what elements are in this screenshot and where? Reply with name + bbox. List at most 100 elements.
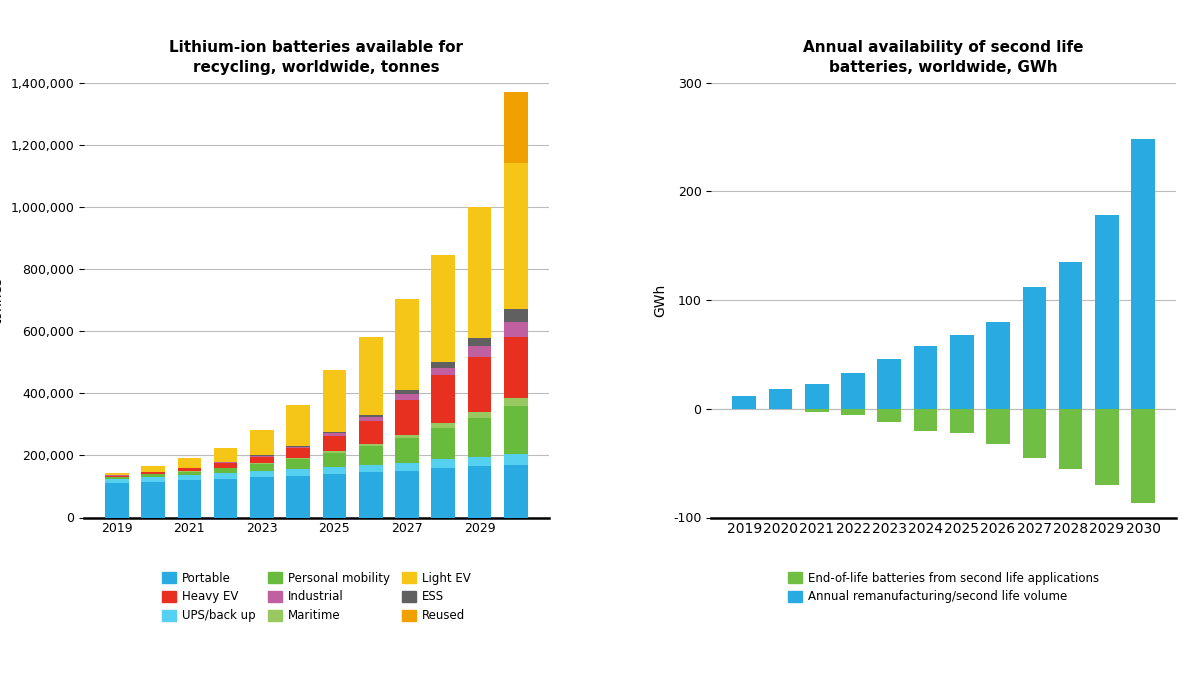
Bar — [1096, 408, 1118, 485]
Bar — [504, 455, 528, 465]
Bar — [769, 389, 792, 408]
Bar — [142, 474, 164, 477]
Y-axis label: tonnes: tonnes — [0, 277, 5, 324]
Bar — [468, 418, 491, 457]
Bar — [323, 451, 347, 453]
Bar — [841, 408, 865, 415]
Bar — [106, 473, 128, 475]
Bar — [432, 368, 455, 375]
Bar — [841, 373, 865, 408]
Bar — [359, 415, 383, 417]
Bar — [250, 430, 274, 455]
Bar — [323, 370, 347, 432]
Bar — [468, 466, 491, 518]
Bar — [504, 337, 528, 397]
Bar — [432, 468, 455, 518]
Bar — [468, 346, 491, 357]
Bar — [395, 400, 419, 435]
Bar — [142, 466, 164, 472]
Bar — [395, 462, 419, 471]
Bar — [214, 463, 238, 468]
Bar — [323, 474, 347, 518]
Bar — [142, 472, 164, 474]
Bar — [359, 465, 383, 473]
Bar — [432, 424, 455, 428]
Bar — [468, 457, 491, 466]
Bar — [986, 408, 1010, 444]
Bar — [1022, 408, 1046, 457]
Bar — [250, 471, 274, 477]
Bar — [950, 408, 973, 433]
Bar — [250, 477, 274, 518]
Bar — [287, 459, 310, 469]
Bar — [106, 475, 128, 477]
Bar — [359, 473, 383, 518]
Bar — [432, 459, 455, 468]
Bar — [178, 469, 202, 471]
Bar — [395, 391, 419, 394]
Bar — [323, 432, 347, 433]
Bar — [432, 375, 455, 424]
Bar — [1022, 287, 1046, 408]
Bar — [395, 438, 419, 462]
Bar — [178, 480, 202, 518]
Bar — [805, 384, 828, 408]
Bar — [913, 346, 937, 408]
Bar — [504, 465, 528, 518]
Bar — [1096, 215, 1118, 408]
Legend: End-of-life batteries from second life applications, Annual remanufacturing/seco: End-of-life batteries from second life a… — [784, 567, 1104, 608]
Bar — [178, 475, 202, 480]
Bar — [106, 483, 128, 518]
Bar — [323, 467, 347, 474]
Bar — [468, 412, 491, 418]
Bar — [468, 357, 491, 412]
Bar — [432, 362, 455, 368]
Bar — [323, 453, 347, 467]
Bar — [913, 408, 937, 431]
Bar — [287, 446, 310, 448]
Bar — [287, 405, 310, 446]
Bar — [178, 471, 202, 475]
Bar — [106, 477, 128, 479]
Y-axis label: GWh: GWh — [654, 284, 667, 317]
Bar — [250, 455, 274, 457]
Bar — [214, 468, 238, 473]
Bar — [950, 335, 973, 408]
Bar — [142, 482, 164, 518]
Bar — [1058, 408, 1082, 469]
Bar — [986, 322, 1010, 408]
Bar — [359, 444, 383, 446]
Bar — [359, 421, 383, 444]
Title: Annual availability of second life
batteries, worldwide, GWh: Annual availability of second life batte… — [804, 40, 1084, 75]
Legend: Portable, Heavy EV, UPS/back up, Personal mobility, Industrial, Maritime, Light : Portable, Heavy EV, UPS/back up, Persona… — [157, 567, 475, 627]
Bar — [395, 435, 419, 438]
Bar — [106, 479, 128, 483]
Bar — [877, 359, 901, 408]
Bar — [504, 92, 528, 164]
Bar — [395, 471, 419, 518]
Bar — [432, 255, 455, 362]
Bar — [178, 458, 202, 468]
Bar — [323, 433, 347, 436]
Bar — [359, 337, 383, 415]
Bar — [877, 408, 901, 422]
Bar — [214, 479, 238, 518]
Bar — [395, 299, 419, 391]
Bar — [504, 309, 528, 322]
Bar — [214, 448, 238, 462]
Bar — [214, 462, 238, 463]
Bar — [287, 457, 310, 459]
Bar — [250, 464, 274, 471]
Bar — [732, 396, 756, 408]
Bar — [432, 428, 455, 459]
Bar — [142, 477, 164, 482]
Bar — [287, 469, 310, 475]
Bar — [359, 446, 383, 465]
Bar — [323, 436, 347, 451]
Bar — [1132, 139, 1154, 408]
Bar — [1132, 408, 1154, 504]
Bar — [287, 448, 310, 457]
Bar — [287, 475, 310, 518]
Bar — [504, 406, 528, 455]
Bar — [468, 207, 491, 337]
